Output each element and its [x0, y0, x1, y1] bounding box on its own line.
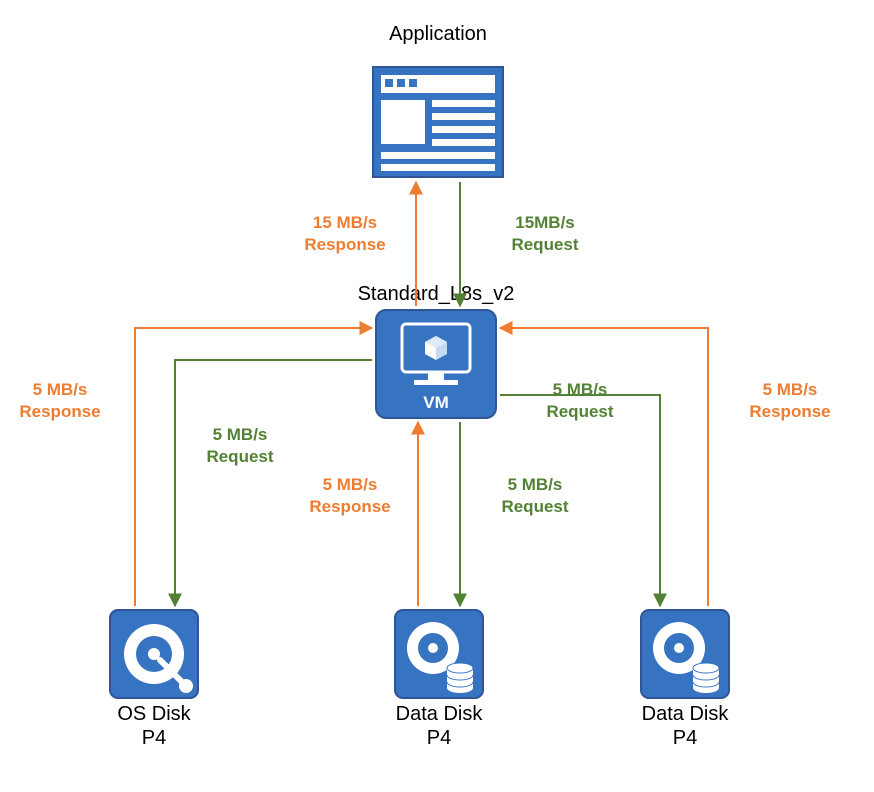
os-disk-label1: OS Disk [117, 703, 191, 725]
label-app-response-1: 15 MB/s [313, 213, 377, 232]
data-disk2-label1: Data Disk [642, 703, 730, 725]
label-osdisk-response-1: 5 MB/s [33, 380, 88, 399]
label-app-response-2: Response [304, 235, 385, 254]
arrow-osdisk-response [135, 328, 372, 606]
label-dd2-response-1: 5 MB/s [763, 380, 818, 399]
application-node [373, 67, 503, 177]
data-disk1-label2: P4 [427, 727, 451, 749]
arrow-dd2-response [500, 328, 708, 606]
label-app-request-1: 15MB/s [515, 213, 575, 232]
data-disk2-label2: P4 [673, 727, 697, 749]
os-disk-node [110, 610, 198, 698]
label-dd2-response-2: Response [749, 402, 830, 421]
label-dd1-response-2: Response [309, 497, 390, 516]
data-disk1-node [395, 610, 483, 698]
data-disk2-node [641, 610, 729, 698]
label-osdisk-response-2: Response [19, 402, 100, 421]
os-disk-label2: P4 [142, 727, 166, 749]
label-dd1-response-1: 5 MB/s [323, 475, 378, 494]
label-dd1-request-1: 5 MB/s [508, 475, 563, 494]
vm-title: Standard_L8s_v2 [358, 283, 515, 305]
label-dd2-request-1: 5 MB/s [553, 380, 608, 399]
label-app-request-2: Request [511, 235, 578, 254]
vm-node: VM [376, 310, 496, 418]
vm-inner-label: VM [423, 393, 449, 412]
label-dd2-request-2: Request [546, 402, 613, 421]
data-disk1-label1: Data Disk [396, 703, 484, 725]
application-title: Application [389, 23, 487, 45]
label-dd1-request-2: Request [501, 497, 568, 516]
label-osdisk-request-1: 5 MB/s [213, 425, 268, 444]
label-osdisk-request-2: Request [206, 447, 273, 466]
